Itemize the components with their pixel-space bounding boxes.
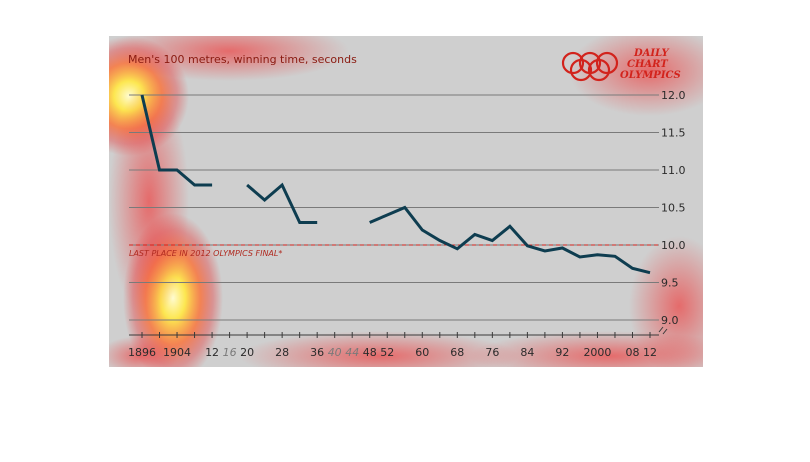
x-tick-label: 36 (310, 346, 324, 359)
olympic-ring (587, 58, 611, 82)
heat-spot (109, 81, 189, 321)
y-tick-label: 11.0 (661, 164, 686, 177)
chart-subtitle: Men's 100 metres, winning time, seconds (128, 53, 357, 66)
heat-spot (569, 36, 703, 116)
x-tick-label: 12 (643, 346, 657, 359)
y-tick-label: 9.5 (661, 277, 679, 290)
olympic-ring (561, 51, 585, 75)
branding: DAILY CHART OLYMPICS (561, 48, 681, 82)
x-tick-label: 08 (625, 346, 639, 359)
x-axis (129, 326, 668, 338)
x-tick-labels: 1896 1904 12 16 20 28 36 40 44 48 52 60 68 76 84 92 2000… (128, 346, 657, 359)
olympic-rings-icon (561, 51, 619, 82)
series-line-segment (140, 94, 213, 187)
x-tick-label: 84 (520, 346, 534, 359)
series-lines (140, 94, 651, 275)
y-tick-label: 10.5 (661, 202, 686, 215)
x-tick-label: 16 (223, 346, 237, 359)
y-tick-label: 11.5 (661, 127, 686, 140)
x-tick-label: 44 (345, 346, 359, 359)
olympic-ring (569, 58, 593, 82)
x-tick-label: 20 (240, 346, 254, 359)
x-tick-label: 1904 (163, 346, 191, 359)
x-tick-label: 12 (205, 346, 219, 359)
brand-line-1: DAILY (633, 48, 670, 59)
x-tick-label: 60 (415, 346, 429, 359)
x-tick-label: 2000 (583, 346, 611, 359)
series-line-segment (369, 205, 651, 275)
x-tick-label: 68 (450, 346, 464, 359)
y-tick-label: 10.0 (661, 239, 686, 252)
heatmap-overlay (109, 36, 703, 367)
x-tick-label: 52 (380, 346, 394, 359)
heat-spot (109, 336, 179, 367)
heat-spot (109, 36, 349, 81)
heat-spot (469, 331, 703, 367)
reference-line-group: LAST PLACE IN 2012 OLYMPICS FINAL* (129, 244, 659, 258)
axis-break-icon (658, 326, 668, 335)
brand-line-3: OLYMPICS (620, 70, 681, 81)
x-tick-label: 1896 (128, 346, 156, 359)
y-tick-labels: 12.0 11.5 11.0 10.5 10.0 9.5 9.0 (661, 89, 686, 327)
reference-line-label: LAST PLACE IN 2012 OLYMPICS FINAL* (129, 249, 282, 258)
series-line-segment (246, 182, 318, 224)
x-tick-label: 76 (485, 346, 499, 359)
brand-line-2: CHART (627, 59, 669, 70)
x-tick-label: 40 (328, 346, 342, 359)
heat-spot (239, 331, 519, 367)
x-tick-label: 28 (275, 346, 289, 359)
x-tick-label: 92 (555, 346, 569, 359)
chart-container: LAST PLACE IN 2012 OLYMPICS FINAL* 12.0 1… (109, 36, 703, 367)
olympic-ring (595, 51, 619, 75)
y-tick-label: 12.0 (661, 89, 686, 102)
y-tick-label: 9.0 (661, 314, 679, 327)
x-tick-label: 48 (363, 346, 377, 359)
line-chart: LAST PLACE IN 2012 OLYMPICS FINAL* 12.01… (109, 36, 703, 367)
